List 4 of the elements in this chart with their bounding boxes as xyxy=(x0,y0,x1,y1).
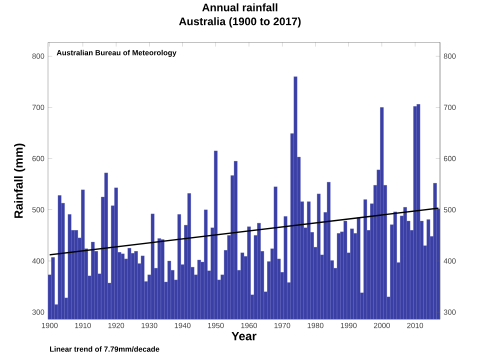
chart-title: Annual rainfall xyxy=(202,3,278,12)
x-axis-title: Year xyxy=(232,332,256,340)
y-axis-title: Rainfall (mm) xyxy=(14,143,26,218)
chart-subtitle: Australia (1900 to 2017) xyxy=(179,17,301,28)
